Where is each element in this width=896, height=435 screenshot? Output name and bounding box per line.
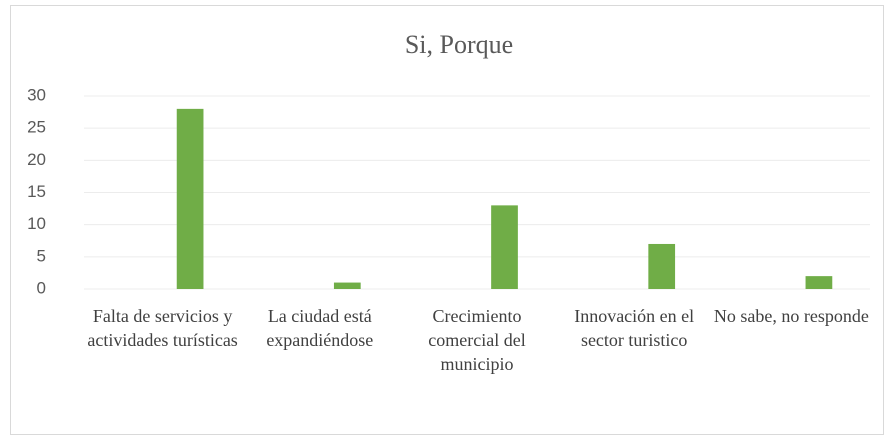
chart: Si, Porque 0 5 10 15 20 25 30 Falta de servici… [10,5,884,435]
bar [648,243,676,289]
chart-title: Si, Porque [405,30,513,59]
bar [491,205,518,289]
y-tick-label: 25 [27,118,46,137]
plot: Si, Porque 0 5 10 15 20 25 30 [27,30,870,297]
bar [333,282,361,289]
x-tick-label: No sabe, no responde [713,306,869,326]
y-tick-label: 5 [37,246,46,265]
bar [805,276,833,289]
y-tick-label: 0 [37,278,46,297]
bar [176,108,204,289]
y-tick-label: 20 [27,150,46,169]
x-tick-label: Falta de servicios y actividades turísti… [87,306,238,350]
x-tick-label: La ciudad está expandiéndose [266,306,374,350]
y-tick-label: 15 [27,182,46,201]
y-tick-label: 30 [27,85,46,104]
x-tick-label: Innovación en el sector turistico [574,306,695,350]
x-tick-label: Crecimiento comercial del municipio [428,306,526,374]
y-tick-label: 10 [27,214,46,233]
